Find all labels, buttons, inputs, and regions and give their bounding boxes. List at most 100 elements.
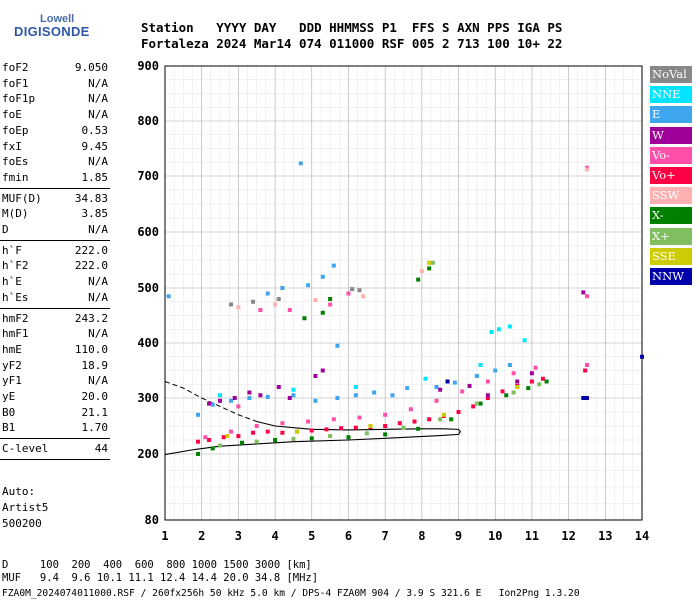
data-point-noval [251, 299, 256, 304]
data-point-sse [441, 412, 446, 417]
data-point-sse [295, 429, 300, 434]
data-point-nnw [584, 396, 589, 400]
data-point-e [265, 291, 270, 296]
data-point-e [306, 283, 311, 288]
footer-distance-row: D 100 200 400 600 800 1000 1500 3000 [km… [2, 559, 312, 571]
legend-item-nnw: NNW [650, 268, 692, 285]
data-point-x [254, 439, 259, 444]
data-point-x [302, 316, 307, 321]
param-key: yF1 [2, 374, 22, 388]
y-tick-label: 800 [137, 114, 159, 128]
data-point-noval [350, 287, 355, 292]
param-value: 1.85 [81, 170, 109, 184]
data-point-vo [324, 427, 329, 432]
param-value: 20.0 [81, 390, 109, 403]
data-point-nne [218, 393, 223, 398]
param-value: N/A [88, 92, 108, 106]
y-tick-label: 900 [137, 59, 159, 73]
data-point-vo [236, 434, 241, 439]
param-row: h`F 222.0 [2, 243, 108, 258]
data-point-x [196, 452, 201, 456]
param-row: D N/A [2, 222, 108, 237]
data-point-w [515, 379, 520, 384]
data-point-vo [265, 429, 270, 434]
param-value: 44 [94, 442, 108, 456]
data-point-nne [489, 330, 494, 334]
data-point-x [416, 277, 421, 282]
data-point-e [452, 380, 457, 385]
data-point-e [474, 374, 479, 378]
data-point-x [537, 382, 542, 387]
x-tick-label: 2 [198, 529, 205, 543]
data-point-x [430, 260, 435, 265]
data-point-vo [427, 417, 432, 422]
data-point-vo [434, 398, 439, 403]
data-point-vo [456, 410, 461, 414]
data-point-e [335, 343, 340, 348]
y-tick-label: 200 [137, 447, 159, 461]
data-point-x [416, 426, 421, 431]
param-row: foF1p N/A [2, 91, 108, 106]
y-tick-label: 600 [137, 225, 159, 239]
param-key: h`Es [2, 290, 29, 304]
data-point-x [526, 386, 531, 391]
data-point-w [467, 383, 472, 388]
param-row: fxI 9.45 [2, 139, 108, 154]
data-point-e [166, 294, 171, 299]
data-point-vo [500, 389, 505, 394]
data-point-vo [357, 415, 362, 420]
data-point-e [313, 398, 318, 403]
data-point-vo [229, 429, 234, 434]
param-value: 243.2 [74, 311, 108, 325]
header-values: Fortaleza 2024 Mar14 074 011000 RSF 005 … [141, 36, 563, 51]
data-point-w [320, 368, 325, 373]
data-point-vo [397, 421, 402, 426]
param-value: 9.050 [74, 61, 108, 74]
param-separator [0, 187, 110, 189]
param-separator [0, 438, 110, 440]
param-row: B1 1.70 [2, 420, 108, 435]
data-point-e [298, 161, 303, 166]
param-value: 18.9 [81, 358, 109, 372]
data-point-x [210, 446, 215, 451]
param-key: B0 [2, 405, 16, 419]
data-point-vo [339, 426, 344, 431]
y-tick-label: 80 [145, 513, 159, 527]
data-point-vo [383, 424, 388, 428]
data-point-e [507, 363, 512, 367]
data-point-nne [478, 363, 483, 367]
data-point-ssw [273, 302, 278, 307]
data-point-nne [291, 387, 296, 392]
param-row: M(D) 3.85 [2, 206, 108, 221]
data-point-sse [515, 385, 520, 389]
legend-item-w: W [650, 126, 692, 144]
data-point-sse [368, 424, 373, 428]
footer-muf-row: MUF 9.4 9.6 10.1 11.1 12.4 14.4 20.0 34.… [2, 572, 319, 584]
data-point-w [232, 396, 237, 400]
legend-item-e: E [650, 106, 692, 124]
header-columns: Station YYYY DAY DDD HHMMSS P1 FFS S AXN… [141, 20, 563, 35]
param-row: foEs N/A [2, 154, 108, 169]
x-tick-label: 1 [161, 529, 168, 543]
data-point-x [449, 417, 454, 422]
param-value: 110.0 [74, 342, 108, 356]
param-key: hmF1 [2, 327, 29, 341]
legend-item-sse: SSE [650, 247, 692, 265]
artist-version: Artist5 [2, 501, 49, 514]
param-row: hmF2 243.2 [2, 311, 108, 326]
param-value: 3.85 [81, 207, 109, 221]
data-point-x [474, 401, 479, 406]
param-row: foE N/A [2, 107, 108, 122]
param-value: 0.53 [81, 123, 109, 137]
x-tick-label: 12 [561, 529, 575, 543]
data-point-e [196, 412, 201, 417]
data-point-w [218, 398, 223, 403]
param-key: hmE [2, 342, 22, 356]
param-value: N/A [88, 155, 108, 169]
param-value: 1.70 [81, 421, 109, 435]
param-value: N/A [88, 374, 108, 388]
param-key: foF1p [2, 92, 36, 106]
data-point-vo [408, 407, 413, 412]
data-point-vo [353, 425, 358, 430]
data-point-vo [383, 412, 388, 417]
